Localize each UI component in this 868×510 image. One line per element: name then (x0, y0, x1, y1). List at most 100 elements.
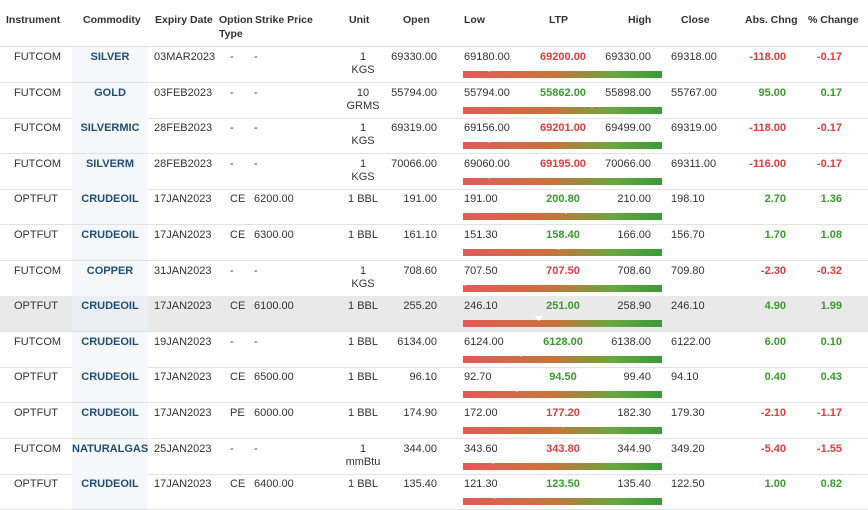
header-strike-price[interactable]: Strike Price (255, 14, 313, 26)
ltp-cell: 69200.00 (540, 51, 586, 63)
table-row[interactable]: FUTCOM CRUDEOIL 19JAN2023 - - 1 BBL 6134.00 612… (0, 331, 868, 368)
ltp-cell: 55862.00 (540, 86, 586, 99)
instrument-cell: FUTCOM (14, 264, 62, 277)
table-row[interactable]: FUTCOM COPPER 31JAN2023 - - 1 KGS 708.60 707.50 7… (0, 260, 868, 297)
unit-cell: 1 KGS (330, 51, 396, 77)
commodity-link[interactable]: CRUDEOIL (81, 371, 139, 384)
unit-cell: 1 mmBtu (330, 443, 396, 469)
header-ltp[interactable]: LTP (549, 14, 569, 26)
expiry-cell: 28FEB2023 (154, 122, 213, 135)
option-type-cell: - (230, 51, 234, 63)
commodity-link[interactable]: CRUDEOIL (81, 229, 139, 241)
pct-change-cell: -0.17 (816, 122, 842, 135)
table-row[interactable]: OPTFUT CRUDEOIL 17JAN2023 PE 6000.00 1 BBL 174… (0, 403, 868, 439)
ltp-marker (534, 316, 543, 322)
instrument-cell: OPTFUT (14, 300, 58, 313)
option-type-cell: - (230, 157, 234, 170)
header-instrument[interactable]: Instrument (6, 14, 61, 26)
commodity-link[interactable]: CRUDEOIL (81, 300, 139, 313)
expiry-cell: 17JAN2023 (154, 193, 212, 206)
table-row[interactable]: OPTFUT CRUDEOIL 17JAN2023 CE 6300.00 1 BBL 161… (0, 225, 868, 261)
commodity-link[interactable]: SILVERMIC (80, 122, 140, 135)
open-cell: 70066.00 (391, 157, 437, 170)
abs-change-cell: -118.00 (749, 51, 786, 63)
open-cell: 708.60 (403, 264, 437, 277)
low-cell: 121.30 (464, 478, 498, 491)
day-range-bar (463, 387, 662, 399)
close-cell: 198.10 (671, 193, 705, 206)
instrument-cell: FUTCOM (14, 122, 62, 135)
ltp-cell: 177.20 (546, 407, 580, 419)
low-cell: 151.30 (464, 229, 498, 241)
commodity-link[interactable]: CRUDEOIL (81, 478, 139, 491)
table-row[interactable]: OPTFUT CRUDEOIL 17JAN2023 CE 6400.00 1 BBL 135… (0, 474, 868, 510)
table-row[interactable]: FUTCOM NATURALGAS 25JAN2023 - - 1 mmBtu 344.00 3… (0, 438, 868, 475)
header-abs-chng[interactable]: Abs. Chng (745, 14, 798, 26)
expiry-cell: 17JAN2023 (154, 229, 212, 241)
low-cell: 55794.00 (464, 86, 510, 99)
table-row[interactable]: OPTFUT CRUDEOIL 17JAN2023 CE 6100.00 1 BBL 255… (0, 296, 868, 333)
commodity-cell-bg (72, 260, 148, 296)
commodity-link[interactable]: CRUDEOIL (81, 193, 139, 206)
table-row[interactable]: FUTCOM GOLD 03FEB2023- -10 GRMS 55794.00 55794… (0, 82, 868, 119)
close-cell: 349.20 (671, 442, 705, 455)
open-cell: 191.00 (403, 193, 437, 206)
day-range-bar (463, 351, 662, 363)
header-option-type-line1: Option (219, 14, 253, 26)
pct-change-cell: -1.17 (816, 407, 842, 419)
ltp-marker (562, 209, 571, 215)
commodity-link[interactable]: COPPER (86, 264, 134, 277)
abs-change-cell: 0.40 (764, 371, 786, 384)
header-commodity[interactable]: Commodity (83, 14, 141, 26)
abs-change-cell: 95.00 (758, 86, 786, 99)
header-high[interactable]: High (628, 14, 652, 26)
commodity-cell-bg (72, 296, 148, 332)
commodity-cell-bg (72, 331, 148, 367)
low-cell: 92.70 (464, 371, 492, 384)
header-open[interactable]: Open (403, 14, 430, 26)
commodity-link[interactable]: SILVERM (85, 157, 135, 170)
table-row[interactable]: OPTFUT CRUDEOIL 17JAN2023 CE 6500.00 1 BBL 96.… (0, 367, 868, 404)
high-cell: 6138.00 (611, 335, 651, 348)
high-cell: 182.30 (617, 407, 651, 419)
strike-price-cell: - (254, 86, 258, 99)
option-type-cell: PE (230, 407, 245, 419)
header-close[interactable]: Close (681, 14, 710, 26)
pct-change-cell: 1.08 (820, 229, 842, 241)
commodity-cell-bg (72, 403, 148, 438)
commodity-link[interactable]: CRUDEOIL (81, 335, 139, 348)
pct-change-cell: -0.17 (816, 157, 842, 170)
day-range-bar (461, 280, 662, 292)
commodity-link[interactable]: CRUDEOIL (81, 407, 139, 419)
table-row[interactable]: FUTCOM SILVERMIC 28FEB2023- -1 KGS 69319.00 69… (0, 118, 868, 155)
high-cell: 70066.00 (605, 157, 651, 170)
unit-line1: 1 (359, 157, 367, 170)
table-row[interactable]: OPTFUT CRUDEOIL 17JAN2023 CE 6200.00 1 BBL 191… (0, 189, 868, 226)
ltp-cell: 158.40 (546, 229, 580, 241)
ltp-cell: 343.80 (546, 442, 580, 455)
header-expiry-date[interactable]: Expiry Date (155, 14, 213, 26)
table-row[interactable]: FUTCOM SILVERM 28FEB2023- -1 KGS 70066.00 6906… (0, 153, 868, 190)
commodity-link[interactable]: NATURALGAS (72, 442, 149, 455)
option-type-cell: - (230, 122, 234, 135)
header-low[interactable]: Low (464, 14, 485, 26)
abs-change-cell: -116.00 (749, 157, 786, 170)
unit-cell: 1 BBL (330, 407, 396, 420)
strike-price-cell: - (254, 122, 258, 135)
header-pct-change[interactable]: % Change (808, 14, 859, 26)
table-row[interactable]: FUTCOM SILVER 03MAR2023- -1 KGS 69330.00 69180… (0, 47, 868, 83)
commodity-link[interactable]: SILVER (90, 51, 130, 63)
open-cell: 344.00 (403, 442, 437, 455)
commodity-cell-bg (72, 474, 148, 510)
commodity-cell-bg (72, 367, 148, 403)
abs-change-cell: 6.00 (764, 335, 786, 348)
option-type-cell: - (230, 264, 234, 277)
unit-cell: 1 BBL (330, 478, 396, 491)
commodity-link[interactable]: GOLD (94, 86, 126, 99)
header-unit[interactable]: Unit (349, 14, 370, 26)
expiry-cell: 25JAN2023 (154, 442, 212, 455)
option-type-cell: CE (230, 371, 246, 384)
ltp-marker (516, 351, 525, 357)
open-cell: 69319.00 (391, 122, 437, 135)
header-option-type[interactable]: Option Type (219, 13, 253, 41)
